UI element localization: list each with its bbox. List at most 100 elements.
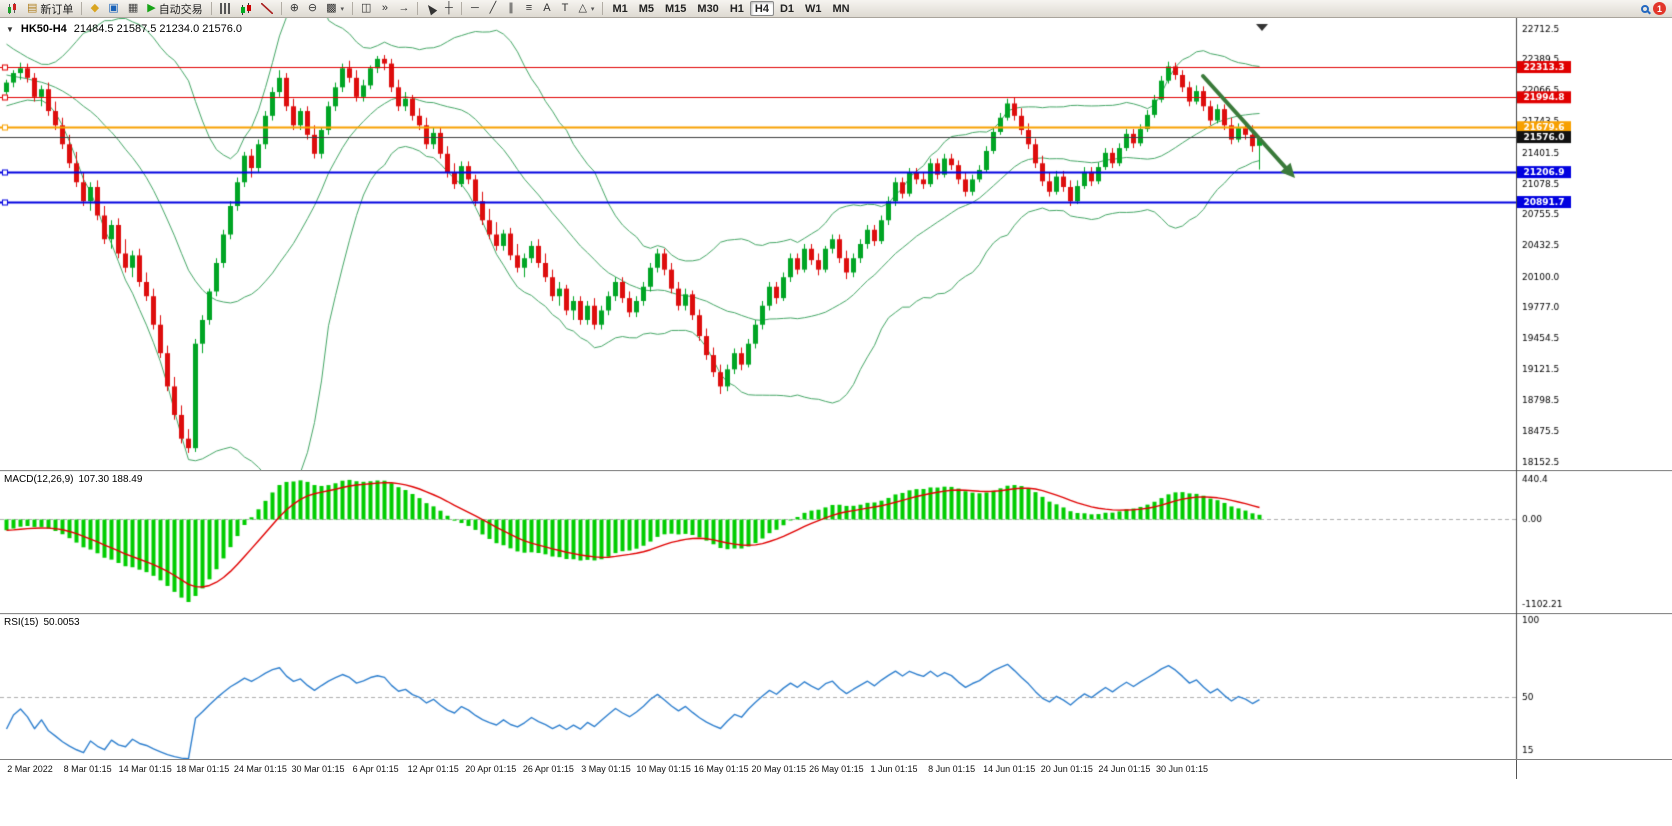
- chart-shift-icon: →: [398, 2, 410, 14]
- crosshair-icon: ┼: [445, 2, 453, 14]
- symbol-mini-chart-icon[interactable]: [2, 1, 22, 17]
- text-tool-icon: A: [543, 2, 551, 14]
- auto-scroll-icon: »: [381, 2, 389, 14]
- timeframe-mn-button[interactable]: MN: [828, 1, 855, 16]
- timeframe-h4-button-label: H4: [754, 2, 769, 15]
- timeframe-m1-button[interactable]: M1: [607, 1, 632, 16]
- macd-indicator-name: MACD(12,26,9): [4, 474, 74, 485]
- toolbar-separator: [352, 2, 354, 15]
- line-chart-type-icon: [260, 3, 273, 14]
- time-label: 14 Jun 01:15: [983, 764, 1036, 774]
- toolbar-right: 1: [1641, 2, 1670, 15]
- new-order-button-label: 新订单: [40, 3, 74, 16]
- trendline-icon[interactable]: ╱: [484, 1, 501, 17]
- bottom-spacer: [0, 779, 1672, 826]
- tile-windows-icon[interactable]: ◫: [357, 1, 375, 17]
- macd-panel-canvas[interactable]: [0, 470, 1672, 613]
- bar-chart-type-icon[interactable]: [216, 1, 235, 17]
- auto-scroll-icon[interactable]: »: [376, 1, 393, 17]
- cursor-icon[interactable]: [422, 1, 439, 17]
- autotrading-button: ▶: [147, 2, 156, 14]
- time-label: 12 Apr 01:15: [407, 764, 459, 774]
- chart-windows-icon[interactable]: ▦: [124, 1, 142, 17]
- time-label: 8 Mar 01:15: [63, 764, 112, 774]
- time-label: 14 Mar 01:15: [118, 764, 172, 774]
- one-click-trading-toggle[interactable]: ▼: [6, 24, 14, 34]
- toolbar-separator: [461, 2, 463, 15]
- autotrading-button[interactable]: ▶ 自动交易: [143, 1, 206, 17]
- new-chart-icon[interactable]: ◆: [86, 1, 103, 17]
- chart-symbol-label: HK50-H4: [20, 23, 67, 35]
- timeframe-m30-button-label: M30: [697, 2, 719, 15]
- rsi-panel-canvas[interactable]: [0, 613, 1672, 759]
- timeframe-m5-button-label: M5: [638, 2, 654, 15]
- trendline-icon: ╱: [489, 2, 497, 14]
- time-label: 1 Jun 01:15: [870, 764, 918, 774]
- rsi-indicator-value: 50.0053: [43, 617, 80, 628]
- time-label: 30 Jun 01:15: [1155, 764, 1209, 774]
- candlestick-chart-type-icon: [239, 2, 252, 15]
- zoom-out-icon[interactable]: ⊖: [304, 1, 321, 17]
- time-label: 26 May 01:15: [809, 764, 864, 774]
- crosshair-icon[interactable]: ┼: [440, 1, 457, 17]
- chart-shift-icon[interactable]: →: [394, 1, 413, 17]
- timeframe-m15-button-label: M15: [665, 2, 687, 15]
- profiles-icon[interactable]: ▣: [104, 1, 122, 17]
- fibonacci-icon[interactable]: ≡: [520, 1, 537, 17]
- zoom-in-icon: ⊕: [289, 2, 299, 14]
- macd-indicator-values: 107.30 188.49: [78, 474, 143, 485]
- toolbar: ▤ 新订单 ◆ ▣ ▦ ▶ 自动交易 ⊕ ⊖ ▩ ▾ ◫» → ┼ ─ ╱ ∥ ≡ A T △ ▾ M1 M5 M15 M30 H1…: [0, 0, 1672, 18]
- text-label-icon: T: [561, 2, 569, 14]
- time-label: 20 Apr 01:15: [465, 764, 517, 774]
- horizontal-line-icon[interactable]: ─: [466, 1, 483, 17]
- toolbar-separator: [417, 2, 419, 15]
- chart-title: ▼ HK50-H4 21484.5 21587.5 21234.0 21576.…: [6, 23, 242, 35]
- text-tool-icon[interactable]: A: [538, 1, 555, 17]
- toolbar-separator: [602, 2, 604, 15]
- toolbar-left: ▤ 新订单 ◆ ▣ ▦ ▶ 自动交易 ⊕ ⊖ ▩ ▾ ◫» → ┼ ─ ╱ ∥ ≡ A T △ ▾ M1 M5 M15 M30 H1…: [2, 0, 855, 17]
- timeframe-m15-button[interactable]: M15: [660, 1, 691, 16]
- bar-chart-type-icon: [219, 3, 231, 14]
- dropdown-arrow-icon: ▾: [340, 5, 345, 13]
- notification-badge[interactable]: 1: [1653, 2, 1666, 15]
- zoom-in-icon[interactable]: ⊕: [286, 1, 303, 17]
- dropdown-arrow-icon: ▾: [590, 5, 595, 13]
- text-label-icon[interactable]: T: [556, 1, 573, 17]
- candlestick-chart-type-icon[interactable]: [236, 1, 256, 17]
- timeframe-h1-button-label: H1: [729, 2, 744, 15]
- timeframe-h4-button[interactable]: H4: [749, 1, 774, 16]
- time-axis[interactable]: 2 Mar 2022 8 Mar 01:15 14 Mar 01:15 18 Mar …: [0, 759, 1672, 779]
- main-chart-canvas[interactable]: [0, 18, 1672, 470]
- line-chart-type-icon[interactable]: [257, 1, 277, 17]
- equidistant-channel-icon: ∥: [508, 2, 514, 14]
- equidistant-channel-icon[interactable]: ∥: [502, 1, 519, 17]
- shapes-tool-icon[interactable]: △ ▾: [574, 1, 598, 17]
- indicators-menu-icon: ▩: [326, 2, 337, 14]
- time-label: 24 Mar 01:15: [233, 764, 287, 774]
- time-label: 8 Jun 01:15: [928, 764, 976, 774]
- time-label: 20 Jun 01:15: [1040, 764, 1093, 774]
- timeframe-w1-button[interactable]: W1: [800, 1, 827, 16]
- time-label: 10 May 01:15: [636, 764, 691, 774]
- timeframe-m30-button[interactable]: M30: [692, 1, 723, 16]
- rsi-indicator-name: RSI(15): [4, 617, 39, 628]
- rsi-label: RSI(15) 50.0053: [4, 617, 85, 628]
- timeframe-m1-button-label: M1: [612, 2, 628, 15]
- toolbar-separator: [280, 2, 282, 15]
- new-order-button[interactable]: ▤ 新订单: [23, 1, 77, 17]
- time-label: 26 Apr 01:15: [522, 764, 574, 774]
- time-label: 16 May 01:15: [693, 764, 749, 774]
- horizontal-line-icon: ─: [471, 2, 479, 14]
- timeframe-d1-button[interactable]: D1: [775, 1, 799, 16]
- cursor-icon: [424, 2, 438, 15]
- timeframe-h1-button[interactable]: H1: [725, 1, 749, 16]
- tile-windows-icon: ◫: [361, 2, 372, 14]
- zoom-out-icon: ⊖: [307, 2, 318, 14]
- shapes-tool-icon: △: [578, 2, 587, 14]
- chart-windows-icon: ▦: [127, 2, 139, 14]
- search-icon[interactable]: [1641, 4, 1649, 13]
- time-label: 18 Mar 01:15: [176, 764, 230, 774]
- timeframe-m5-button[interactable]: M5: [634, 1, 659, 16]
- indicators-menu-icon[interactable]: ▩ ▾: [322, 1, 348, 17]
